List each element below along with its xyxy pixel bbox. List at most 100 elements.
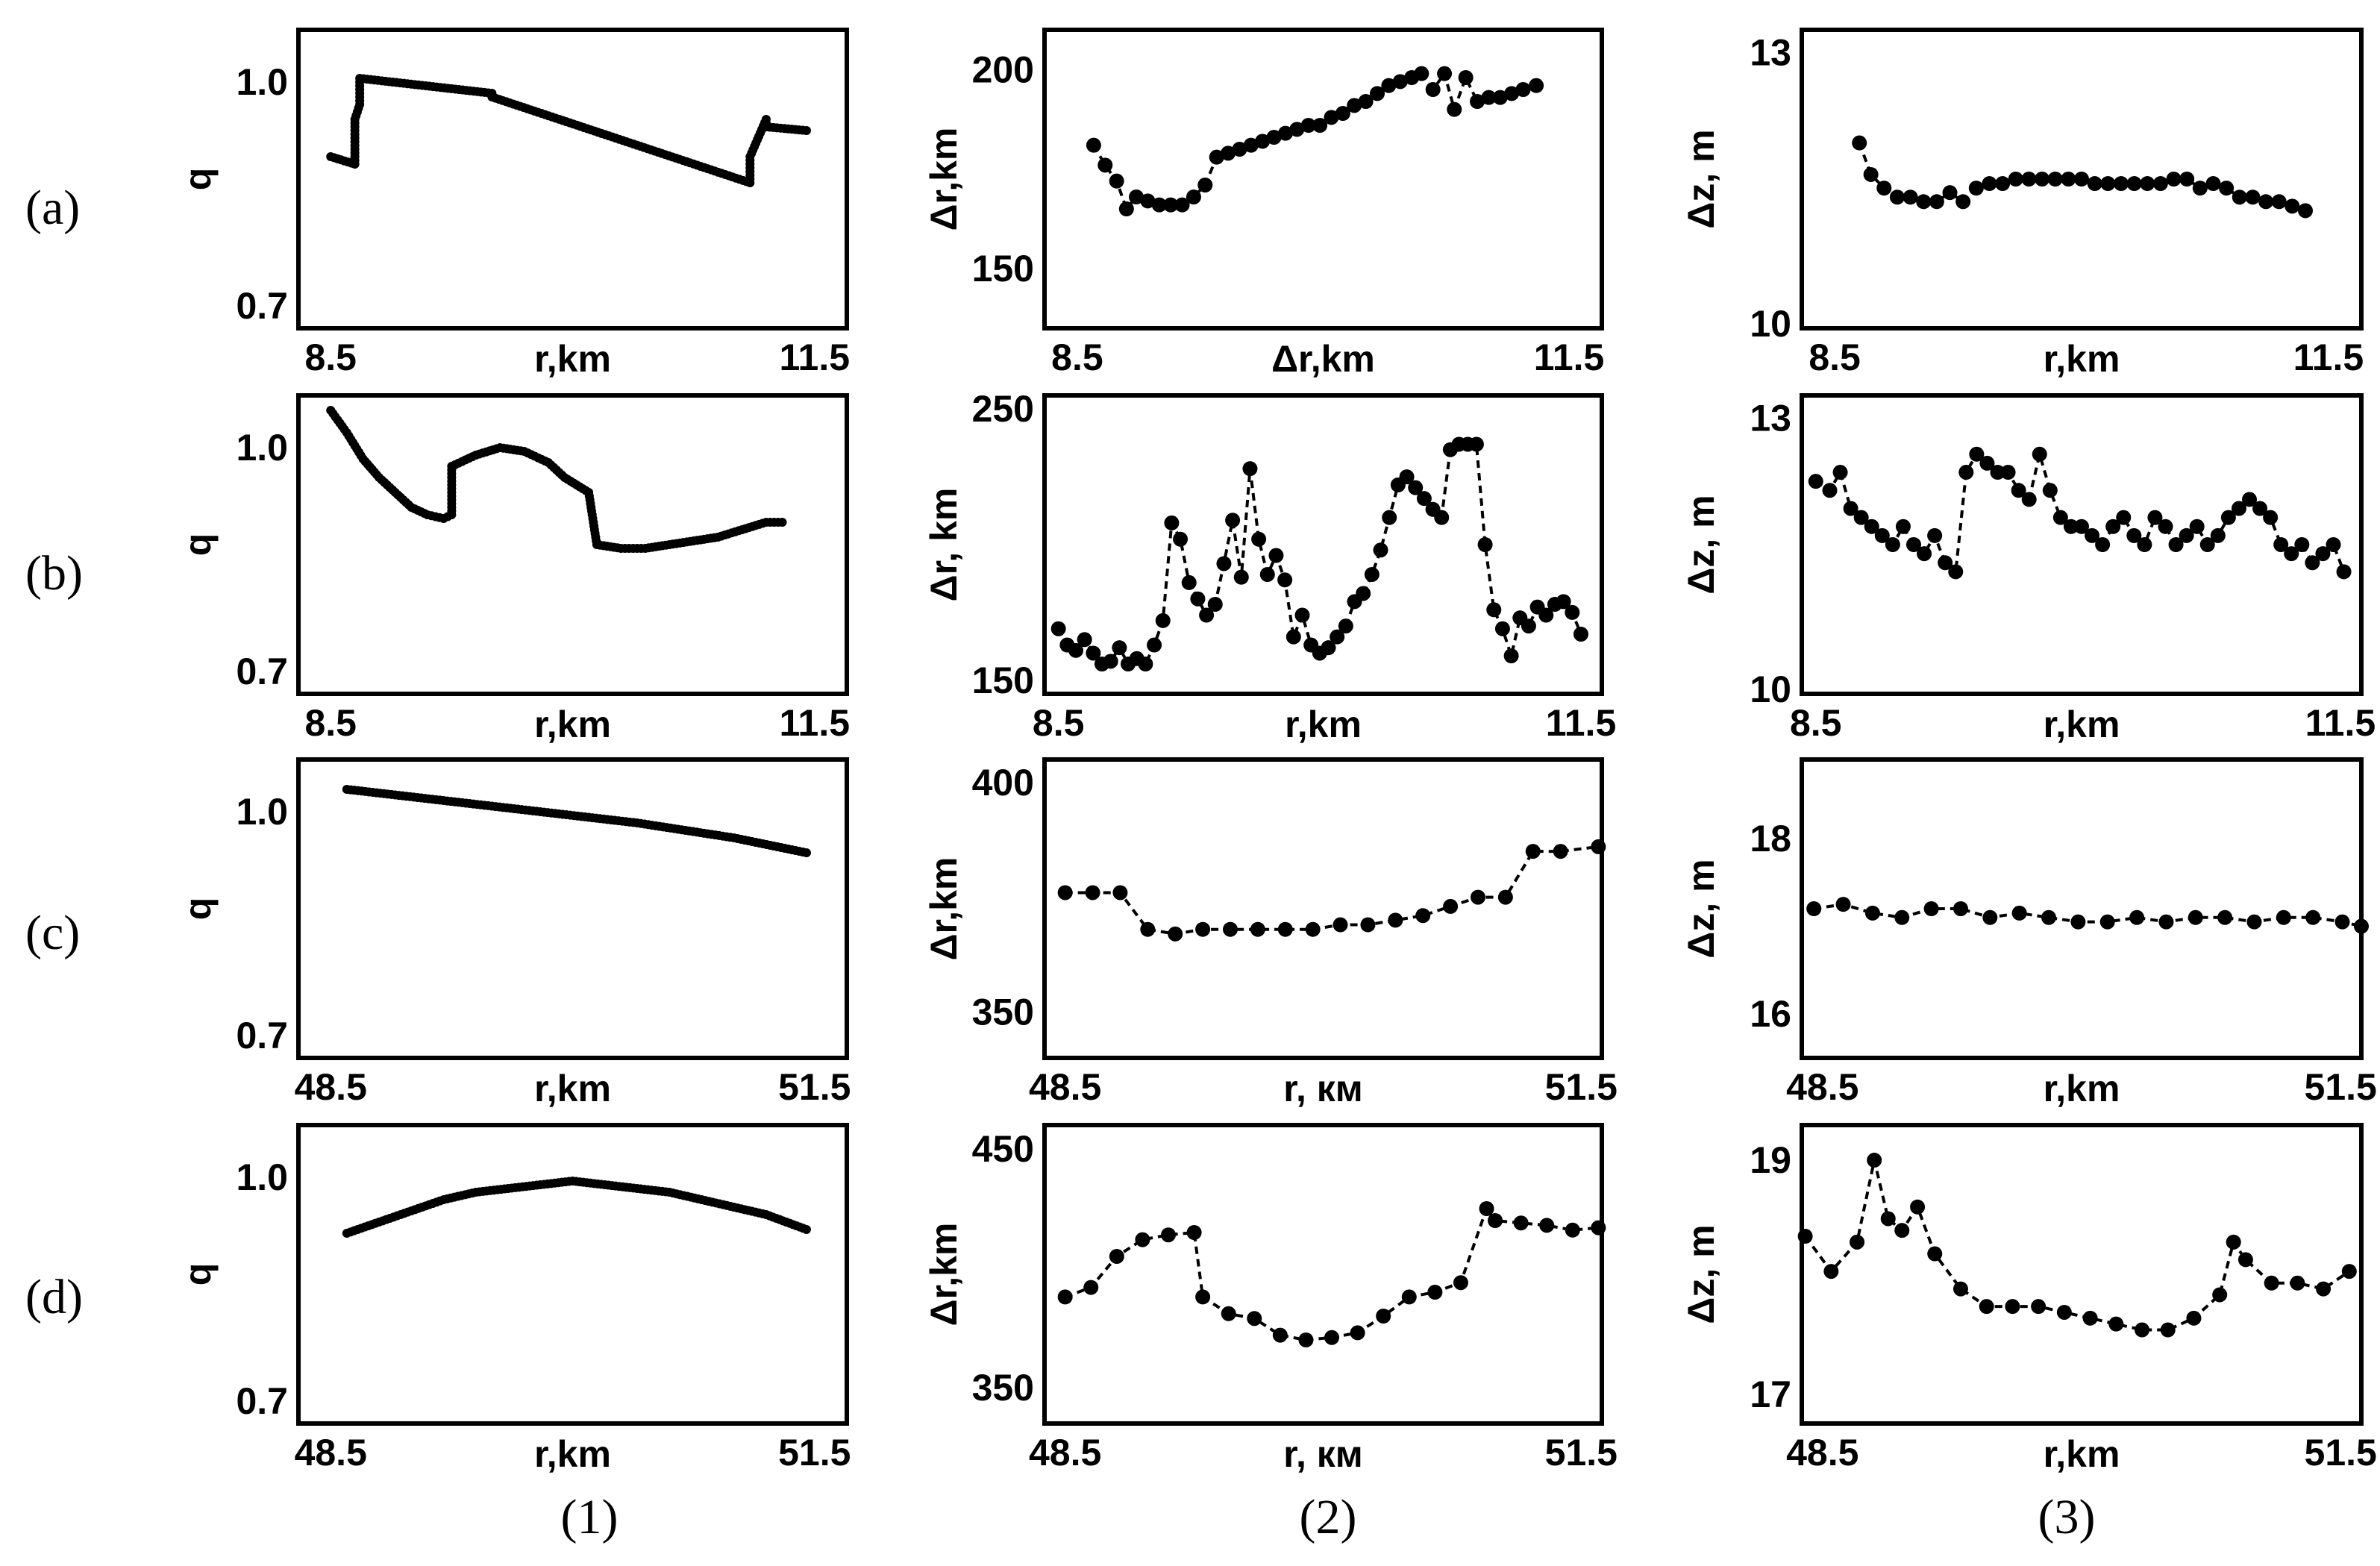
panel-a3-data-point xyxy=(2298,203,2313,219)
panel-a3: 10 13 8.5 11.5 r,km Δz, m xyxy=(1680,28,2364,380)
panel-a2-data-point xyxy=(1324,110,1339,125)
panel-b1-data-point xyxy=(777,518,787,527)
panel-b2-data-point xyxy=(1112,640,1127,656)
panel-b3-data-point xyxy=(2315,546,2331,562)
panel-b3-data-point xyxy=(2199,537,2215,552)
panel-b3-data-point xyxy=(2231,501,2246,516)
panel-d1-frame xyxy=(296,1123,849,1426)
chart-panels: 0.7 1.0 8.5 11.5 r,km q 150 200 8.5 11.5 Δr,km Δr,k… xyxy=(177,28,2377,1475)
panel-b1-ytick-label: 1.0 xyxy=(236,427,288,469)
panel-c1-xtick-label: 48.5 xyxy=(295,1066,367,1108)
panel-a3-x-axis-title: r,km xyxy=(2044,338,2120,380)
panel-c3-data-point xyxy=(1806,901,1822,916)
row-label-d: (d) xyxy=(25,1270,83,1324)
panel-b3-data-point xyxy=(2105,519,2121,534)
panel-c2-data-point xyxy=(1195,921,1211,937)
panel-b3-ytick-label: 13 xyxy=(1750,397,1791,439)
panel-a3-data-point xyxy=(1942,185,1958,201)
panel-a1-x-axis-title: r,km xyxy=(534,338,611,380)
panel-a3-data-point xyxy=(2152,176,2168,192)
panel-d3-data-point xyxy=(1894,1223,1910,1238)
panel-c1-ytick-label: 0.7 xyxy=(236,1015,288,1056)
panel-a2-data-point xyxy=(1109,173,1124,189)
panel-b2-xtick-label: 8.5 xyxy=(1033,702,1085,744)
panel-b3-data-point xyxy=(2326,537,2341,552)
row-label-b: (b) xyxy=(25,546,83,601)
panel-a2-ytick-label: 150 xyxy=(972,248,1034,289)
panel-d2-ytick-label: 350 xyxy=(972,1367,1034,1409)
panel-a2-xtick-label: 11.5 xyxy=(1534,336,1605,378)
panel-b3-data-point xyxy=(2074,519,2089,534)
panel-c3-data-point xyxy=(1864,905,1880,921)
panel-b2-data-point xyxy=(1173,531,1189,547)
panel-b2-data-point xyxy=(1138,657,1153,671)
panel-a2-data-point xyxy=(1425,82,1441,97)
panel-d2-data-point xyxy=(1591,1220,1606,1235)
row-labels: (a) (b) (c) (d) xyxy=(25,181,83,1324)
panel-b3-data-point xyxy=(1917,546,1932,562)
panel-b2-data-point xyxy=(1077,632,1092,648)
panel-b3-xtick-label: 8.5 xyxy=(1790,702,1842,744)
panel-a3-data-point xyxy=(1863,166,1879,182)
panel-c2-data-point xyxy=(1057,885,1073,901)
panel-c3-data-point xyxy=(2158,914,2174,930)
panel-b1-ytick-label: 0.7 xyxy=(236,651,288,692)
panel-b3-data-point xyxy=(1990,465,2005,480)
panel-b2-data-point xyxy=(1207,597,1223,612)
panel-d1-y-axis-title: q xyxy=(177,1263,219,1286)
panel-a3-data-point xyxy=(1955,194,1971,210)
panel-c1-ytick-label: 1.0 xyxy=(236,791,288,833)
panel-c3-xtick-label: 51.5 xyxy=(2305,1066,2377,1108)
panel-c3-data-point xyxy=(2305,909,2321,925)
panel-d2-x-axis-title: r, км xyxy=(1283,1433,1363,1475)
panel-a3-xtick-label: 8.5 xyxy=(1809,336,1861,378)
panel-b3-data-point xyxy=(1895,519,1911,534)
panel-d3-data-point xyxy=(2135,1322,2150,1338)
panel-a2: 150 200 8.5 11.5 Δr,km Δr,km xyxy=(923,28,1605,380)
panel-d1-xtick-label: 48.5 xyxy=(295,1432,367,1473)
panel-d3-data-point xyxy=(2264,1275,2279,1291)
panel-b3-data-point xyxy=(1938,555,1953,571)
panel-b3-data-point xyxy=(2189,519,2205,534)
panel-d3-data-point xyxy=(2160,1322,2176,1338)
panel-a2-data-point xyxy=(1529,78,1544,93)
panel-a2-data-point xyxy=(1515,82,1531,97)
panel-a2-data-point xyxy=(1163,197,1179,213)
panel-b3-data-point xyxy=(2032,446,2047,462)
panel-c2-data-point xyxy=(1415,908,1431,924)
panel-a3-frame xyxy=(1800,28,2364,331)
panel-a2-data-point xyxy=(1221,145,1236,161)
panel-a3-data-point xyxy=(2179,172,2195,187)
panel-a3-data-point xyxy=(2113,176,2129,192)
panel-d3-x-axis-title: r,km xyxy=(2044,1433,2120,1475)
panel-d2-data-point xyxy=(1186,1225,1202,1240)
panel-b2-y-axis-title: Δr, km xyxy=(923,488,965,602)
panel-b3-data-point xyxy=(2242,492,2257,507)
panel-a2-data-point xyxy=(1381,78,1397,93)
panel-b3-ytick-label: 10 xyxy=(1750,668,1791,710)
panel-c3-data-point xyxy=(2246,914,2262,930)
panel-c3-data-point xyxy=(2070,914,2086,930)
panel-d3-xtick-label: 51.5 xyxy=(2305,1432,2377,1473)
panel-b3-data-point xyxy=(2116,510,2132,525)
panel-c2-data-point xyxy=(1591,839,1606,854)
panel-b2-data-point xyxy=(1068,642,1084,658)
panel-b2-data-point xyxy=(1086,645,1101,661)
panel-a2-data-point xyxy=(1086,137,1101,153)
panel-d2-data-point xyxy=(1488,1213,1503,1228)
panel-b2-data-point xyxy=(1321,640,1336,656)
panel-d2-xtick-label: 51.5 xyxy=(1545,1432,1618,1473)
panel-d3-data-point xyxy=(1823,1264,1839,1280)
panel-b3-data-point xyxy=(1822,483,1838,498)
panel-a2-data-point xyxy=(1358,94,1374,109)
panel-a2-data-point xyxy=(1140,193,1156,209)
panel-d2-y-axis-title: Δr,km xyxy=(923,1223,965,1327)
panel-a2-data-point xyxy=(1437,66,1453,81)
panel-d3-data-point xyxy=(1910,1199,1926,1215)
panel-b3-data-point xyxy=(2294,537,2310,552)
panel-b2-data-point xyxy=(1521,618,1536,634)
panel-c3-data-point xyxy=(2276,909,2291,925)
panel-a3-data-point xyxy=(2192,181,2208,196)
panel-b2-data-point xyxy=(1556,594,1571,610)
panel-d3-data-point xyxy=(2108,1316,2124,1332)
